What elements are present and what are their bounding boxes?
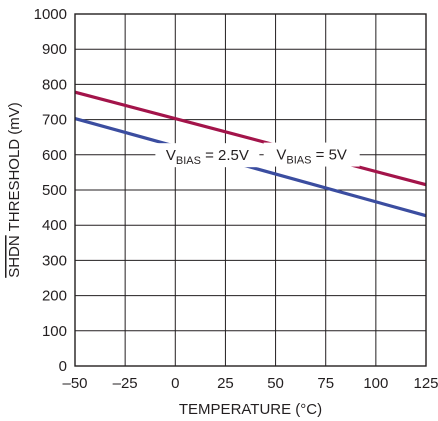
x-tick-label: –25 (113, 375, 138, 392)
y-tick-label: 1000 (34, 6, 67, 23)
x-tick-label: 0 (171, 375, 179, 392)
y-tick-label: 100 (42, 323, 67, 340)
x-tick-labels: –50 –25 0 25 50 75 100 125 (62, 375, 438, 392)
x-tick-label: –50 (62, 375, 87, 392)
y-tick-labels: 0 100 200 300 400 500 600 700 800 900 1000 (34, 6, 67, 375)
x-axis-title: TEMPERATURE (°C) (179, 401, 322, 418)
y-axis-title: SHDN THRESHOLD (mV) (6, 102, 23, 278)
y-tick-label: 500 (42, 182, 67, 199)
grid (75, 14, 426, 366)
y-tick-label: 0 (59, 358, 67, 375)
svg-text:SHDN THRESHOLD (mV): SHDN THRESHOLD (mV) (6, 102, 23, 278)
x-tick-label: 100 (363, 375, 388, 392)
y-tick-label: 800 (42, 76, 67, 93)
svg-text:VBIAS = 2.5V: VBIAS = 2.5V (166, 147, 249, 167)
x-tick-label: 50 (267, 375, 284, 392)
y-tick-label: 300 (42, 252, 67, 269)
plot-frame (74, 13, 427, 367)
series-label-vbias-5v: VBIAS = 5V (263, 142, 360, 167)
y-tick-label: 900 (42, 41, 67, 58)
x-tick-label: 125 (413, 375, 438, 392)
series-line-0 (74, 90, 427, 187)
series-label-vbias-2-5v: VBIAS = 2.5V (155, 143, 260, 168)
x-tick-label: 75 (317, 375, 334, 392)
y-tick-label: 700 (42, 112, 67, 129)
y-tick-label: 400 (42, 217, 67, 234)
y-tick-label: 600 (42, 147, 67, 164)
svg-text:VBIAS = 5V: VBIAS = 5V (276, 147, 347, 167)
x-tick-label: 25 (217, 375, 234, 392)
y-tick-label: 200 (42, 288, 67, 305)
